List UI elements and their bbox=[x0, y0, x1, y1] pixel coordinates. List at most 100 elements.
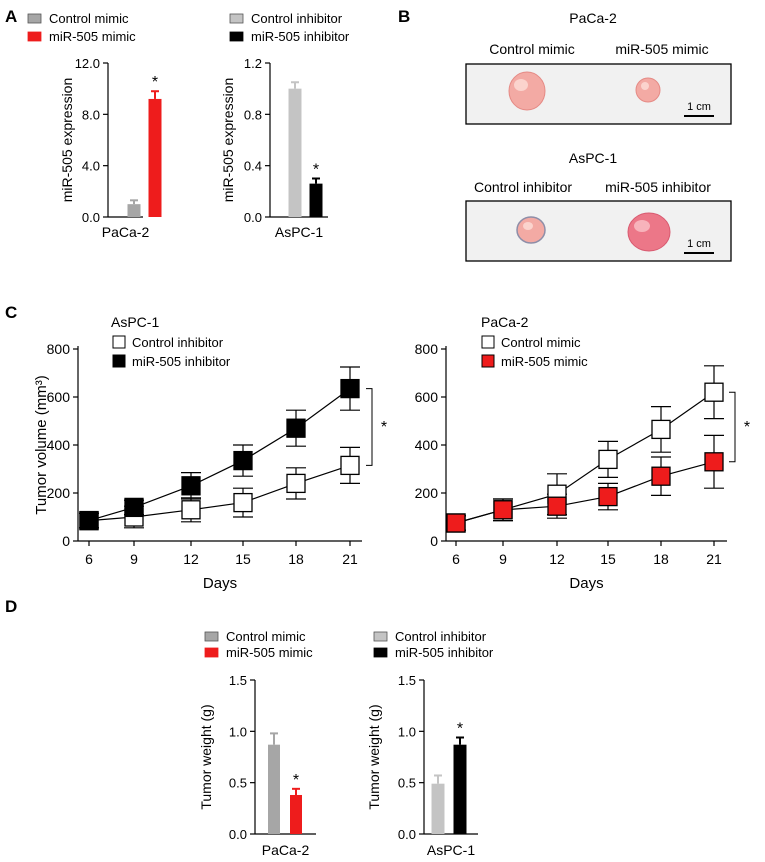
x-tick-label: 15 bbox=[235, 551, 251, 567]
bar bbox=[288, 88, 302, 218]
legend-swatch bbox=[112, 354, 126, 368]
data-point bbox=[651, 419, 671, 440]
photo-frame-aspc1 bbox=[465, 200, 732, 262]
y-tick-label: 0.4 bbox=[244, 159, 262, 174]
y-tick-label: 4.0 bbox=[82, 159, 100, 174]
legend-label: Control inhibitor bbox=[395, 629, 487, 644]
chart-c-paca2-volume: PaCa-2 Control mimic miR-505 mimic 0 200 400 6… bbox=[415, 314, 750, 592]
tumor-paca2-control bbox=[508, 71, 546, 111]
photo-title-aspc1: AsPC-1 bbox=[569, 150, 617, 166]
legend-swatch bbox=[373, 647, 388, 658]
y-tick-label: 400 bbox=[415, 437, 439, 453]
x-tick-label: 21 bbox=[342, 551, 358, 567]
chart-a-aspc1-expression: Control inhibitor miR-505 inhibitor 0.0 0.4… bbox=[220, 11, 350, 240]
chart-title: AsPC-1 bbox=[111, 314, 159, 330]
data-point bbox=[340, 378, 360, 399]
y-tick-label: 0.0 bbox=[244, 210, 262, 225]
chart-a-paca2-expression: Control mimic miR-505 mimic 0.0 4.0 8.0 12.0m… bbox=[27, 11, 162, 240]
legend-swatch bbox=[229, 13, 244, 24]
x-tick-label: 6 bbox=[85, 551, 93, 567]
panel-b-photos: PaCa-2 Control mimic miR-505 mimic 1 cm … bbox=[465, 10, 732, 262]
significance-marker: * bbox=[293, 772, 299, 789]
panel-label-a: A bbox=[5, 7, 17, 26]
x-axis-label: PaCa-2 bbox=[262, 842, 310, 858]
tumor-aspc1-control-highlight bbox=[523, 222, 533, 230]
y-tick-label: 200 bbox=[415, 485, 439, 501]
scale-label-aspc1: 1 cm bbox=[687, 238, 711, 250]
legend-swatch bbox=[229, 31, 244, 42]
y-tick-label: 0.8 bbox=[244, 107, 262, 122]
y-tick-label: 600 bbox=[415, 389, 439, 405]
significance-marker: * bbox=[381, 419, 387, 436]
y-tick-label: 600 bbox=[47, 389, 71, 405]
data-point bbox=[446, 513, 466, 533]
significance-bracket bbox=[729, 391, 736, 463]
y-tick-label: 1.0 bbox=[229, 724, 247, 739]
x-axis-label: Days bbox=[569, 575, 603, 592]
x-tick-label: 12 bbox=[183, 551, 199, 567]
y-tick-label: 8.0 bbox=[82, 107, 100, 122]
legend-swatch bbox=[481, 354, 495, 368]
data-point bbox=[181, 476, 201, 496]
tumor-paca2-mimic-highlight bbox=[641, 82, 649, 90]
y-tick-label: 1.5 bbox=[398, 673, 416, 688]
y-tick-label: 400 bbox=[47, 437, 71, 453]
x-axis-label: Days bbox=[203, 575, 237, 592]
legend-swatch bbox=[204, 631, 219, 642]
bar bbox=[127, 204, 141, 217]
tumor-aspc1-inhibitor bbox=[627, 212, 671, 252]
y-axis-label: miR-505 expression bbox=[220, 78, 236, 203]
x-tick-label: 6 bbox=[452, 551, 460, 567]
data-point bbox=[493, 500, 513, 520]
legend-swatch bbox=[204, 647, 219, 658]
y-tick-label: 0 bbox=[430, 533, 438, 549]
tumor-aspc1-control bbox=[516, 216, 546, 244]
bar bbox=[148, 98, 162, 217]
panel-label-c: C bbox=[5, 303, 17, 322]
x-tick-label: 12 bbox=[549, 551, 565, 567]
x-axis-label: AsPC-1 bbox=[427, 842, 475, 858]
legend-swatch bbox=[27, 31, 42, 42]
y-tick-label: 0.0 bbox=[229, 827, 247, 842]
y-tick-label: 0.0 bbox=[398, 827, 416, 842]
legend-label: Control mimic bbox=[49, 11, 129, 26]
tumor-aspc1-inhibitor-highlight bbox=[634, 220, 650, 232]
legend-swatch bbox=[481, 335, 495, 349]
x-axis-label: AsPC-1 bbox=[275, 224, 323, 240]
data-point bbox=[598, 486, 618, 507]
y-tick-label: 800 bbox=[47, 341, 71, 357]
legend-label: Control mimic bbox=[226, 629, 306, 644]
significance-marker: * bbox=[313, 162, 319, 179]
legend-label: Control inhibitor bbox=[132, 335, 224, 350]
scale-label-paca2: 1 cm bbox=[687, 101, 711, 113]
data-point bbox=[598, 449, 618, 470]
photo-title-paca2: PaCa-2 bbox=[569, 10, 617, 26]
y-axis-label: Tumor weight (g) bbox=[198, 704, 214, 809]
y-tick-label: 800 bbox=[415, 341, 439, 357]
chart-c-aspc1-volume: AsPC-1 Control inhibitor miR-505 inhibitor… bbox=[33, 314, 387, 592]
photo-label-control-inhibitor: Control inhibitor bbox=[474, 179, 572, 195]
y-axis-label: miR-505 expression bbox=[59, 78, 75, 203]
significance-marker: * bbox=[457, 720, 463, 737]
data-point bbox=[124, 497, 144, 518]
data-point bbox=[651, 466, 671, 486]
x-tick-label: 18 bbox=[288, 551, 304, 567]
x-tick-label: 9 bbox=[130, 551, 138, 567]
panel-label-b: B bbox=[398, 7, 410, 26]
photo-label-mir505-mimic: miR-505 mimic bbox=[615, 41, 708, 57]
data-point bbox=[704, 382, 724, 402]
panel-label-d: D bbox=[5, 597, 17, 616]
legend-label: miR-505 inhibitor bbox=[251, 29, 350, 44]
data-point bbox=[286, 418, 306, 438]
x-tick-label: 9 bbox=[499, 551, 507, 567]
data-point bbox=[79, 510, 99, 531]
x-axis-label: PaCa-2 bbox=[102, 224, 150, 240]
legend-label: miR-505 mimic bbox=[501, 354, 588, 369]
y-tick-label: 0.5 bbox=[398, 776, 416, 791]
bar bbox=[268, 744, 280, 834]
legend-label: miR-505 mimic bbox=[49, 29, 136, 44]
y-tick-label: 1.2 bbox=[244, 56, 262, 71]
bar bbox=[290, 794, 302, 834]
